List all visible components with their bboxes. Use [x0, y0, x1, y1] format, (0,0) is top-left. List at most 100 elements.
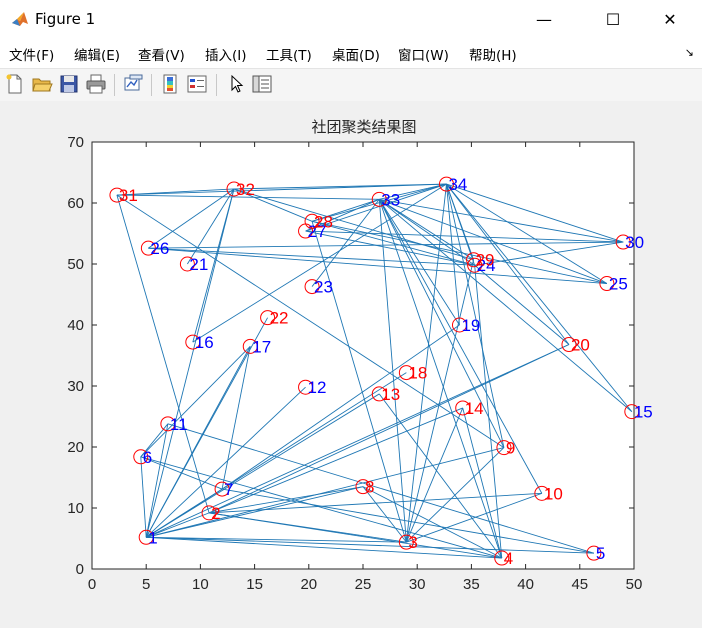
node-label-20: 20 — [571, 336, 590, 355]
node-marker-9 — [496, 440, 512, 456]
graph-edge — [192, 188, 235, 343]
x-tick-label: 0 — [88, 576, 96, 593]
save-icon[interactable] — [58, 73, 80, 95]
graph-edge — [145, 317, 269, 538]
x-tick-label: 40 — [517, 576, 534, 593]
graph-edge — [405, 184, 447, 543]
node-label-22: 22 — [270, 309, 289, 328]
node-marker-13 — [371, 386, 387, 402]
close-button[interactable]: ✕ — [647, 0, 693, 38]
graph-edge — [305, 230, 475, 266]
graph-edge — [140, 456, 502, 559]
graph-edge — [446, 183, 624, 243]
graph-edge — [405, 407, 464, 543]
y-tick-label: 10 — [67, 500, 84, 517]
print-icon[interactable] — [85, 73, 107, 95]
insert-legend-icon[interactable] — [186, 73, 208, 95]
graph-edge — [311, 220, 607, 284]
node-marker-2 — [201, 505, 217, 521]
menu-bar: 文件(F) 编辑(E) 查看(V) 插入(I) 工具(T) 桌面(D) 窗口(W… — [0, 38, 702, 68]
graph-edge — [221, 324, 460, 490]
graph-edge — [140, 456, 223, 490]
graph-edge — [148, 241, 624, 249]
node-label-29: 29 — [476, 251, 495, 270]
maximize-button[interactable]: ☐ — [590, 0, 636, 38]
y-tick-label: 70 — [67, 134, 84, 151]
chart-title: 社团聚类结果图 — [311, 118, 416, 136]
minimize-button[interactable]: — — [521, 0, 567, 38]
node-label-6: 6 — [143, 448, 152, 467]
menu-file[interactable]: 文件(F) — [9, 48, 55, 64]
graph-edge — [148, 247, 607, 284]
node-marker-22 — [260, 310, 276, 326]
graph-edge — [379, 183, 447, 200]
node-label-10: 10 — [544, 484, 563, 503]
node-label-1: 1 — [148, 528, 157, 547]
property-inspector-icon[interactable] — [251, 73, 273, 95]
node-label-2: 2 — [211, 504, 220, 523]
x-tick-label: 30 — [409, 576, 426, 593]
menu-overflow-icon[interactable]: ↘ — [684, 47, 694, 59]
open-file-icon[interactable] — [31, 73, 53, 95]
node-marker-4 — [494, 550, 510, 566]
edit-plot-pointer-icon[interactable] — [226, 73, 248, 95]
graph-edge — [362, 486, 502, 559]
graph-edge — [140, 346, 251, 458]
node-label-26: 26 — [150, 239, 169, 258]
node-label-31: 31 — [119, 186, 138, 205]
node-marker-7 — [214, 481, 230, 497]
node-marker-15 — [624, 404, 640, 420]
node-label-34: 34 — [448, 175, 467, 194]
node-label-21: 21 — [189, 255, 208, 274]
graph-edge — [116, 194, 380, 200]
figure-canvas: 社团聚类结果图 0 5 10 15 20 25 30 35 40 45 50 0 10 20 30 40 50 6… — [0, 101, 702, 628]
graph-edge — [145, 423, 169, 538]
node-label-28: 28 — [314, 212, 333, 231]
node-label-17: 17 — [252, 337, 271, 356]
menu-edit[interactable]: 编辑(E) — [74, 48, 121, 64]
y-tick-label: 30 — [67, 378, 84, 395]
node-label-7: 7 — [224, 480, 233, 499]
node-marker-29 — [466, 252, 482, 268]
toolbar-separator — [114, 74, 115, 96]
y-tick-label: 50 — [67, 256, 84, 273]
node-label-33: 33 — [381, 190, 400, 209]
toolbar-separator — [216, 74, 217, 96]
link-plot-icon[interactable] — [122, 73, 144, 95]
node-marker-17 — [242, 338, 258, 354]
menu-tools[interactable]: 工具(T) — [266, 48, 312, 64]
menu-insert[interactable]: 插入(I) — [205, 48, 247, 64]
matlab-logo-icon — [12, 12, 28, 26]
graph-edge — [148, 247, 475, 266]
graph-edge — [233, 188, 313, 222]
menu-desktop[interactable]: 桌面(D) — [332, 48, 380, 64]
window-title: Figure 1 — [35, 10, 96, 28]
node-marker-32 — [226, 181, 242, 197]
new-figure-icon[interactable] — [4, 73, 26, 95]
graph-edge — [379, 198, 475, 266]
graph-edge — [305, 230, 624, 243]
edges-layer — [116, 183, 633, 559]
menu-window[interactable]: 窗口(W) — [398, 48, 449, 64]
menu-help[interactable]: 帮助(H) — [469, 48, 517, 64]
node-label-11: 11 — [170, 415, 188, 434]
graph-edge — [208, 407, 463, 514]
graph-edge — [311, 220, 475, 266]
node-marker-28 — [304, 213, 320, 229]
node-label-19: 19 — [461, 316, 480, 335]
graph-edge — [233, 183, 447, 190]
y-tick-label: 40 — [67, 317, 84, 334]
insert-colorbar-icon[interactable] — [159, 73, 181, 95]
graph-edge — [140, 456, 147, 538]
menu-view[interactable]: 查看(V) — [138, 48, 185, 64]
figure-toolbar — [0, 68, 702, 102]
y-tick-label: 20 — [67, 439, 84, 456]
graph-edge — [148, 188, 235, 249]
node-label-5: 5 — [596, 544, 605, 563]
node-label-23: 23 — [314, 278, 333, 297]
graph-edge — [378, 393, 503, 559]
graph-edge — [446, 183, 570, 345]
window-titlebar: Figure 1 — ☐ ✕ — [0, 0, 702, 38]
node-label-27: 27 — [308, 222, 327, 241]
